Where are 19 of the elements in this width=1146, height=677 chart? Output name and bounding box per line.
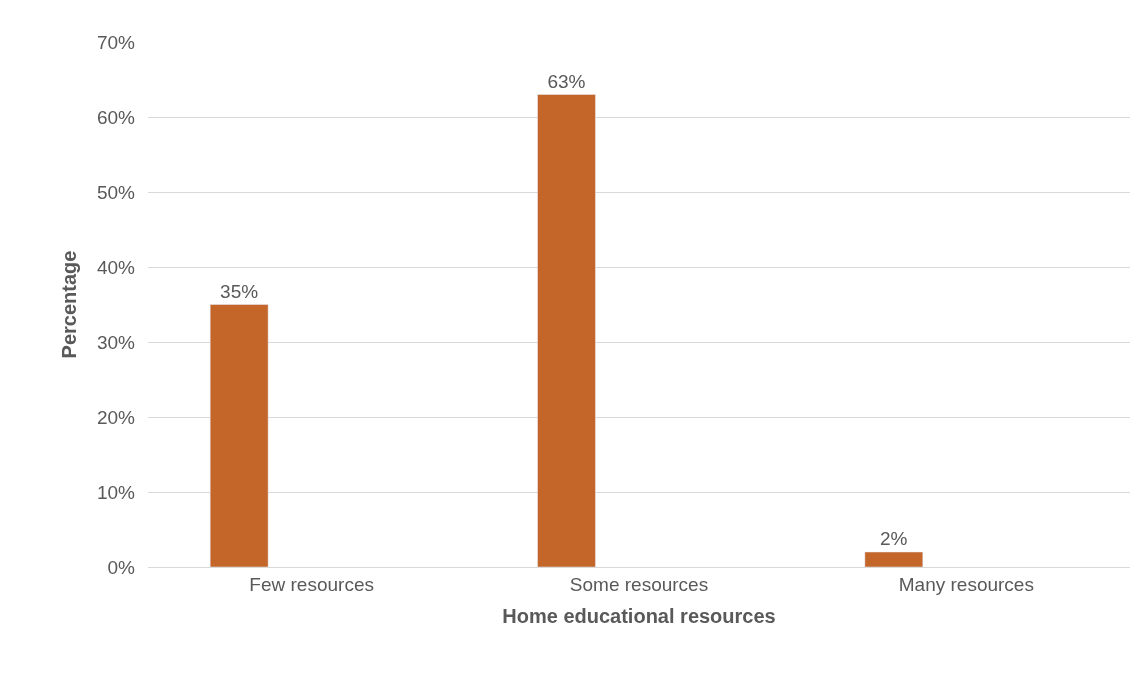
data-label: 63% — [547, 70, 586, 92]
y-tick-label: 30% — [96, 331, 136, 353]
bar — [864, 551, 924, 567]
data-label: 2% — [880, 528, 908, 549]
bar — [209, 304, 269, 567]
x-tick-label: Few resources — [249, 573, 374, 595]
y-tick-label: 50% — [96, 181, 136, 203]
y-tick-label: 40% — [96, 256, 136, 278]
x-axis-title: Home educational resources — [502, 605, 776, 628]
bar — [537, 94, 596, 567]
y-tick-label: 60% — [96, 106, 136, 128]
y-tick-label: 10% — [96, 481, 136, 503]
data-label: 35% — [220, 280, 259, 302]
x-tick-label: Many resources — [898, 573, 1034, 595]
y-tick-label: 70% — [96, 31, 136, 53]
y-axis-title: Percentage — [58, 250, 81, 359]
x-tick-label: Some resources — [569, 573, 709, 595]
y-tick-label: 20% — [96, 406, 136, 428]
y-tick-label: 0% — [107, 556, 136, 578]
